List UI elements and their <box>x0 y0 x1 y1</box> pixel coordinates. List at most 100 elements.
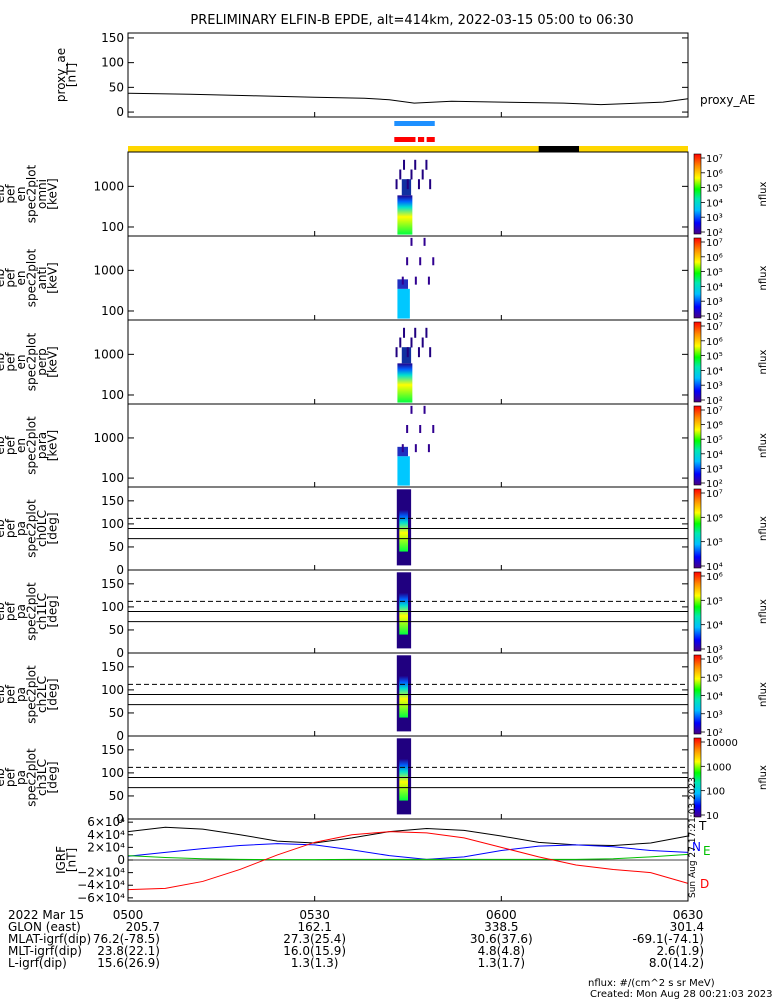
para-flux-spot-3 <box>414 444 417 453</box>
ch3LC-ytick-label-0: 0 <box>116 812 124 826</box>
xaxis-tick-label-3: 0630 <box>673 908 704 922</box>
ch0LC-ytick-label-3: 150 <box>101 494 124 508</box>
perp-flux-spot-7 <box>421 337 424 348</box>
proxy_ae-ylabel-0: proxy_ae <box>54 48 68 102</box>
anti-ylabel-3: spec2plot <box>24 248 38 307</box>
igrf-ytick-label-1: 4×10⁴ <box>87 828 125 842</box>
omni-cbtick-label-1: 10³ <box>706 213 723 224</box>
ch3LC-ytick-label-2: 100 <box>101 766 124 780</box>
footer-side-stamp: Sun Aug 27 17:21:03 2023 <box>688 777 698 898</box>
ch1LC-cbtick-label-1: 10⁴ <box>706 621 723 632</box>
ch2LC-ytick-label-0: 0 <box>116 729 124 743</box>
perp-flux-spot-5 <box>414 327 417 338</box>
para-cbtick-label-3: 10⁵ <box>706 435 723 446</box>
ch2LC-ytick-label-3: 150 <box>101 660 124 674</box>
para-ylabel-3: spec2plot <box>24 416 38 475</box>
anti-flux-spot-2 <box>410 237 413 246</box>
perp-ytick-label-1: 1000 <box>93 347 124 361</box>
anti-cbtick-label-3: 10⁵ <box>706 268 723 279</box>
para-flux-spot-0 <box>401 444 404 453</box>
ch0LC-ylabel-3: spec2plot <box>24 499 38 558</box>
ch3LC-ylabel-5: [deg] <box>45 762 59 794</box>
ch3LC-cbtick-label-0: 10 <box>706 811 719 822</box>
omni-flux-spot-8 <box>425 159 428 170</box>
perp-cbtick-label-4: 10⁶ <box>706 337 723 348</box>
ch3LC-ylabel-3: spec2plot <box>24 748 38 807</box>
ch1LC-ytick-label-2: 100 <box>101 600 124 614</box>
xaxis-row-label-3: L-igrf(dip) <box>8 956 67 970</box>
sunlight-shadow-bar-2 <box>579 146 688 152</box>
perp-flux-spot-8 <box>425 327 428 338</box>
ch2LC-flux-core <box>399 676 408 718</box>
panel-para: 10² 10³ 10⁴ 10⁵ 10⁶ 10⁷ nflux 100 1000 elbpefensp… <box>0 403 769 490</box>
ch3LC-colorbar <box>693 737 702 818</box>
ch0LC-cbtick-label-2: 10⁶ <box>706 513 723 524</box>
xaxis-row-3-value-2: 1.3(1.7) <box>478 956 526 970</box>
proxy_ae-ytick-label-1: 50 <box>109 80 124 94</box>
xaxis-row-2-value-3: 2.6(1.9) <box>656 944 704 958</box>
ch1LC-cbtick-label-3: 10⁶ <box>706 572 723 583</box>
omni-ytick-label-1: 1000 <box>93 179 124 193</box>
para-ylabel-5: [keV] <box>45 430 59 461</box>
ch1LC-cbtick-label-2: 10⁵ <box>706 596 723 607</box>
fgm-bar-0 <box>394 137 416 142</box>
xaxis-tick-label-1: 0530 <box>299 908 330 922</box>
igrf-ytick-label-4: −2×10⁴ <box>77 866 125 880</box>
panel-proxy_ae: proxy_AE 0 50 100 150 proxy_ae[nT] <box>54 31 756 119</box>
omni-flux-spot-4 <box>410 169 413 180</box>
ch1LC-ylabel-5: [deg] <box>45 596 59 628</box>
igrf-T-line <box>127 826 689 846</box>
perp-colorbar <box>693 321 702 403</box>
xaxis-row-0-value-1: 162.1 <box>297 920 331 934</box>
xaxis-tick-label-2: 0600 <box>486 908 517 922</box>
omni-ylabel-0: elb <box>0 185 7 203</box>
ch0LC-colorbar <box>693 488 702 569</box>
proxy_ae-ytick-label-3: 150 <box>101 31 124 45</box>
ch0LC-ytick-label-2: 100 <box>101 517 124 531</box>
igrf-ytick-label-2: 2×10⁴ <box>87 840 125 854</box>
perp-flux-spot-1 <box>399 337 402 348</box>
igrf-ytick-label-5: −4×10⁴ <box>77 878 125 892</box>
omni-ylabel-5: [keV] <box>45 178 59 209</box>
para-flux-core <box>397 456 410 486</box>
xaxis-row-0-value-0: 205.7 <box>126 920 160 934</box>
ch3LC-ylabel-1: pef <box>3 767 17 787</box>
panel-ch1LC: 10³ 10⁴ 10⁵ 10⁶ nflux 0 50 100 150 elbpefpaspec2p… <box>0 569 769 660</box>
perp-cbtick-label-2: 10⁴ <box>706 366 723 377</box>
ch0LC-colorbar-label: nflux <box>758 516 769 541</box>
ch0LC-flux-core <box>399 510 408 552</box>
ch0LC-cbtick-label-3: 10⁷ <box>706 489 723 500</box>
para-cbtick-label-2: 10⁴ <box>706 450 723 461</box>
ch2LC-cbtick-label-2: 10⁴ <box>706 692 723 703</box>
igrf-D-line <box>127 831 689 891</box>
ch3LC-cbtick-label-1: 100 <box>706 787 725 798</box>
anti-flux-spot-6 <box>427 276 430 285</box>
ch2LC-ylabel-0: elb <box>0 685 7 703</box>
ch1LC-flux-core <box>399 593 408 635</box>
panel-ch3LC: 10 100 1000 10000 nflux 0 50 100 150 elbpefpaspec… <box>0 735 769 826</box>
ch3LC-cbtick-label-3: 10000 <box>706 738 738 749</box>
para-colorbar-label: nflux <box>758 433 769 458</box>
omni-cbtick-label-0: 10² <box>706 228 723 239</box>
anti-ylabel-1: pef <box>3 268 17 288</box>
xaxis-row-2-value-1: 16.0(15.9) <box>283 944 346 958</box>
anti-colorbar <box>693 237 702 319</box>
ch2LC-ylabel-3: spec2plot <box>24 665 38 724</box>
para-cbtick-label-5: 10⁷ <box>706 406 723 417</box>
ch3LC-ytick-label-3: 150 <box>101 743 124 757</box>
ch3LC-cbtick-label-2: 1000 <box>706 762 731 773</box>
perp-ylabel-0: elb <box>0 353 7 371</box>
perp-flux-spot-6 <box>417 347 420 358</box>
anti-colorbar-label: nflux <box>758 265 769 290</box>
ch2LC-colorbar-label: nflux <box>758 682 769 707</box>
omni-flux-spot-2 <box>403 159 406 170</box>
ch1LC-colorbar <box>693 571 702 652</box>
anti-ytick-label-0: 100 <box>101 304 124 318</box>
omni-flux-spot-7 <box>421 169 424 180</box>
anti-cbtick-label-5: 10⁷ <box>706 238 723 249</box>
omni-cbtick-label-4: 10⁶ <box>706 169 723 180</box>
ch0LC-cbtick-label-0: 10⁴ <box>706 562 723 573</box>
xaxis-row-label-1: MLAT-igrf(dip) <box>8 932 91 946</box>
ch1LC-ylabel-0: elb <box>0 602 7 620</box>
